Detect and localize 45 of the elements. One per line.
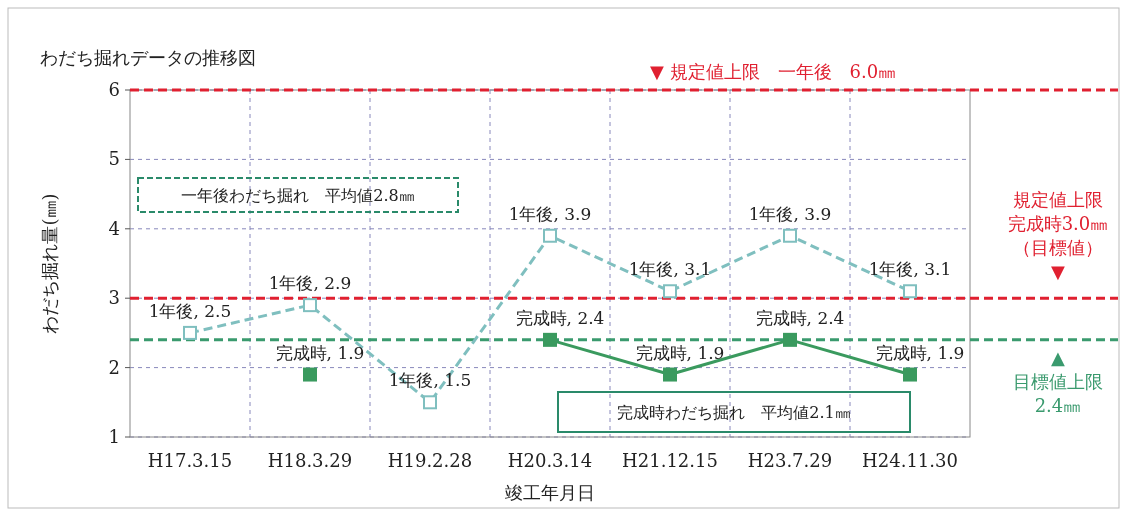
data-label: 完成時, 1.9: [275, 342, 365, 363]
y-tick-label: 3: [108, 287, 120, 309]
point: [783, 332, 797, 347]
point: [303, 298, 317, 313]
x-tick-label: H18.3.29: [267, 450, 353, 471]
y-tick-label: 4: [108, 217, 120, 239]
x-tick-label: H20.3.14: [507, 450, 593, 471]
y-tick-label: 6: [108, 79, 120, 100]
data-label: 1年後, 2.9: [268, 273, 352, 294]
point: [783, 228, 797, 243]
point: [183, 325, 197, 340]
ref-line-label: 規定値上限完成時3.0㎜（目標値）▼: [1007, 189, 1109, 283]
point: [663, 284, 677, 299]
data-label: 1年後, 3.9: [508, 203, 592, 224]
data-label: 完成時, 1.9: [875, 342, 965, 363]
x-tick-label: H19.2.28: [387, 450, 473, 471]
data-label: 1年後, 1.5: [388, 370, 472, 391]
point: [543, 332, 557, 347]
point: [303, 367, 317, 382]
data-label: 1年後, 2.5: [148, 300, 232, 321]
data-label: 1年後, 3.1: [628, 259, 712, 280]
data-label: 1年後, 3.9: [748, 203, 832, 224]
x-axis-title: 竣工年月日: [505, 482, 595, 503]
point: [903, 284, 917, 299]
y-axis-title: わだち掘れ量(㎜): [39, 193, 60, 334]
point: [423, 395, 437, 410]
x-tick-label: H23.7.29: [747, 450, 833, 471]
ref-line-label: ▼ 規定値上限 一年後 6.0㎜: [650, 61, 897, 82]
annotation: 完成時わだち掘れ 平均値2.1㎜: [617, 403, 851, 422]
y-tick-label: 1: [108, 426, 120, 447]
point: [543, 228, 557, 243]
annotation: 一年後わだち掘れ 平均値2.8㎜: [181, 186, 415, 205]
data-label: 1年後, 3.1: [868, 259, 952, 280]
y-tick-label: 2: [108, 356, 120, 378]
data-label: 完成時, 2.4: [755, 307, 845, 328]
data-label: 完成時, 1.9: [635, 342, 725, 363]
chart-title: わだち掘れデータの推移図: [40, 47, 256, 68]
point: [903, 367, 917, 382]
point: [663, 367, 677, 382]
x-tick-label: H21.12.15: [622, 450, 718, 471]
data-label: 完成時, 2.4: [515, 307, 605, 328]
x-tick-label: H17.3.15: [147, 450, 233, 471]
x-tick-label: H24.11.30: [862, 450, 958, 471]
ref-line-label: ▲目標値上限2.4㎜: [1013, 346, 1103, 416]
y-tick-label: 5: [108, 148, 120, 170]
